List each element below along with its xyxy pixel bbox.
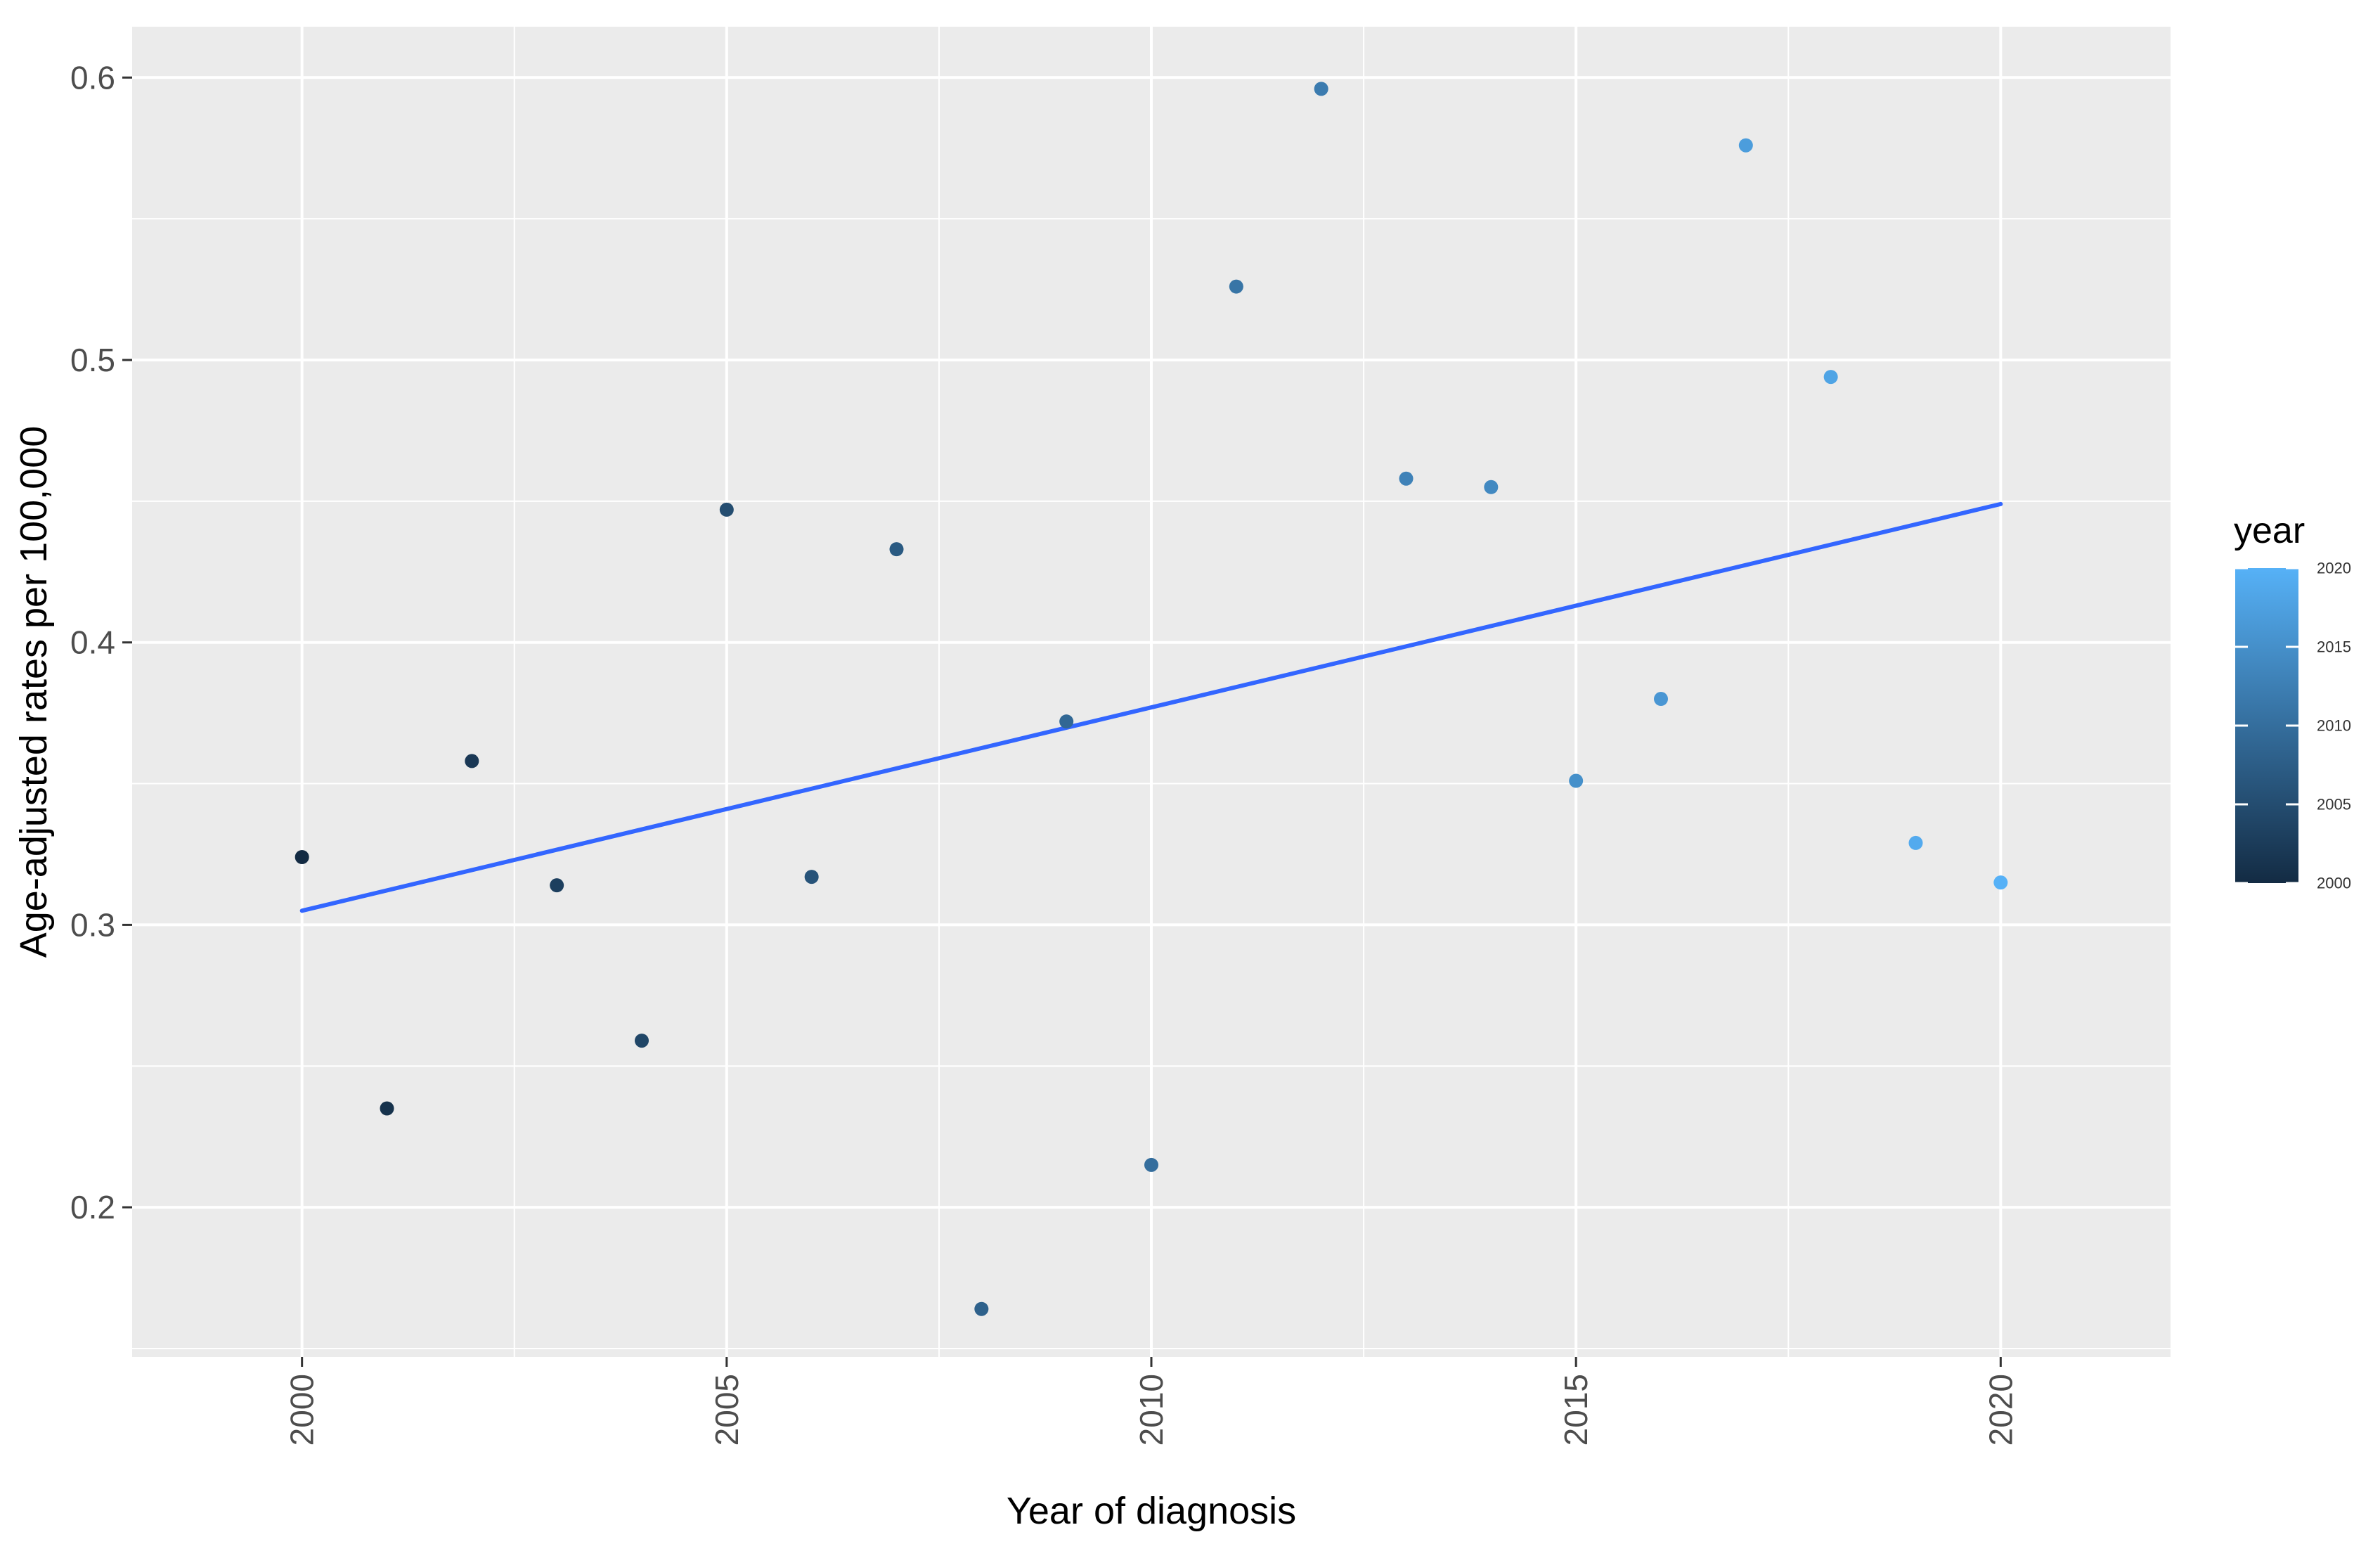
y-axis-ticks: 0.2 0.3 0.4 0.5 0.6: [70, 59, 132, 1225]
y-tick-label: 0.3: [70, 906, 115, 943]
y-tick-label: 0.6: [70, 59, 115, 96]
data-point: [1569, 773, 1584, 788]
data-point: [295, 849, 309, 864]
x-tick-label: 2015: [1558, 1374, 1594, 1446]
data-point: [1484, 480, 1499, 494]
data-point: [1738, 138, 1753, 153]
trend-line: [299, 501, 2003, 913]
x-tick-label: 2020: [1982, 1374, 2019, 1446]
legend-ticks: 2000 2005 2010 2015 2020: [2235, 560, 2351, 892]
data-point: [1144, 1157, 1158, 1172]
data-point: [804, 870, 819, 884]
major-gridlines: [132, 27, 2171, 1357]
legend-tick-label: 2000: [2317, 875, 2351, 892]
y-tick-label: 0.2: [70, 1189, 115, 1225]
data-point: [1654, 692, 1668, 707]
x-tick-label: 2010: [1133, 1374, 1170, 1446]
data-point: [1399, 471, 1414, 486]
y-axis-title: Age-adjusted rates per 100,000: [13, 426, 55, 958]
x-axis-title: Year of diagnosis: [1007, 1490, 1296, 1532]
data-point: [1908, 835, 1923, 850]
data-point: [889, 542, 904, 557]
legend-title: year: [2234, 510, 2305, 551]
legend-tick-label: 2020: [2317, 560, 2351, 577]
data-point: [974, 1301, 989, 1316]
data-point: [1823, 370, 1838, 385]
color-legend: year 2000 2005 2010 2015 2020: [2234, 510, 2351, 892]
data-point: [635, 1034, 649, 1048]
x-tick-label: 2000: [284, 1374, 321, 1446]
data-point: [1993, 875, 2008, 890]
legend-tick-label: 2005: [2317, 796, 2351, 813]
legend-tick-label: 2010: [2317, 717, 2351, 735]
data-point: [1314, 82, 1328, 96]
trend-line-group: [299, 501, 2003, 913]
data-point: [1059, 714, 1074, 729]
y-tick-label: 0.5: [70, 342, 115, 378]
x-tick-label: 2005: [709, 1374, 745, 1446]
data-point: [719, 502, 734, 517]
data-point: [550, 878, 564, 893]
data-point: [1229, 279, 1243, 294]
y-tick-label: 0.4: [70, 624, 115, 661]
data-points: [295, 82, 2008, 1316]
x-axis-ticks: 2000 2005 2010 2015 2020: [284, 1357, 2019, 1446]
data-point: [465, 754, 479, 768]
data-point: [380, 1101, 394, 1116]
legend-tick-label: 2015: [2317, 638, 2351, 656]
